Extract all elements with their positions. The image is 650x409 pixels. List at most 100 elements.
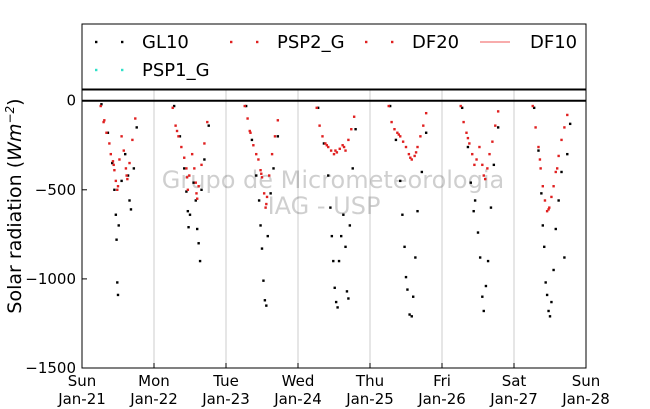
point-PSP2_G-36 [252, 144, 255, 147]
point-GL10-51 [334, 300, 338, 304]
point-PSP2_G-57 [341, 144, 344, 147]
point-DF20-20 [556, 167, 559, 170]
point-PSP2_G-78 [465, 131, 468, 134]
x-tick-date-7: Jan-28 [561, 390, 610, 408]
point-PSP2_G-105 [566, 113, 569, 117]
point-PSP2_G-47 [276, 119, 280, 122]
point-PSP2_G-103 [560, 138, 563, 142]
point-PSP2_G-60 [350, 128, 353, 131]
point-PSP2_G-43 [265, 195, 269, 199]
point-DF20-1 [112, 163, 115, 167]
point-PSP2_G-90 [496, 110, 500, 113]
point-PSP2_G-42 [264, 206, 267, 209]
point-DF20-14 [409, 156, 412, 159]
series-PSP2_G [99, 104, 569, 213]
point-PSP2_G-75 [424, 111, 428, 115]
point-PSP2_G-9 [118, 158, 121, 161]
x-tick-day-1: Mon [138, 372, 170, 390]
point-PSP2_G-29 [197, 185, 200, 188]
point-GL10-102 [557, 199, 560, 202]
point-GL10-3 [113, 188, 116, 191]
legend-label-PSP1_G: PSP1_G [142, 60, 210, 81]
point-GL10-101 [554, 227, 557, 231]
point-GL10-32 [250, 138, 254, 142]
point-PSP2_G-88 [491, 140, 494, 143]
point-PSP2_G-13 [126, 177, 129, 181]
point-PSP2_G-26 [193, 167, 196, 170]
point-GL10-85 [484, 284, 488, 288]
point-GL10-100 [552, 268, 555, 272]
point-GL10-41 [269, 192, 272, 195]
point-GL10-17 [178, 135, 182, 138]
point-PSP2_G-12 [124, 167, 128, 170]
point-PSP2_G-27 [194, 181, 197, 184]
point-GL10-68 [406, 288, 409, 291]
point-PSP2_G-28 [196, 197, 199, 200]
point-PSP2_G-35 [249, 131, 252, 134]
point-PSP2_G-86 [486, 167, 489, 170]
point-GL10-98 [548, 315, 552, 318]
point-PSP2_G-5 [111, 160, 115, 163]
legend-label-DF10: DF10 [530, 32, 577, 53]
legend-item-DF20: DF20 [365, 32, 459, 53]
point-GL10-74 [420, 170, 424, 174]
point-PSP2_G-17 [171, 106, 174, 110]
point-GL10-39 [265, 304, 268, 307]
point-PSP2_G-89 [494, 124, 497, 127]
legend-marker2-PSP2_G [256, 40, 259, 44]
point-PSP2_G-33 [243, 104, 246, 108]
point-GL10-62 [388, 104, 392, 108]
series-layer [82, 99, 586, 318]
legend: GL10 PSP2_G DF20 DF10 PSP1_G [81, 23, 587, 90]
point-GL10-4 [114, 213, 118, 216]
point-PSP2_G-44 [268, 174, 271, 177]
point-GL10-103 [560, 170, 563, 174]
point-PSP2_G-94 [539, 167, 542, 170]
point-GL10-80 [473, 199, 477, 202]
point-GL10-46 [327, 174, 330, 177]
point-GL10-72 [414, 256, 417, 259]
point-GL10-31 [244, 104, 248, 108]
legend-label-PSP2_G: PSP2_G [277, 32, 345, 53]
point-GL10-19 [185, 190, 188, 193]
point-PSP2_G-54 [332, 152, 336, 156]
point-PSP2_G-102 [557, 154, 560, 158]
point-GL10-78 [469, 181, 472, 184]
point-PSP2_G-69 [407, 152, 411, 156]
point-GL10-42 [272, 167, 275, 170]
point-PSP2_G-51 [324, 142, 327, 145]
point-GL10-82 [478, 256, 482, 259]
point-GL10-83 [481, 295, 484, 298]
point-PSP2_G-52 [327, 145, 330, 149]
y-tick-label-2: −1000 [25, 270, 76, 288]
point-GL10-34 [257, 199, 261, 202]
point-GL10-18 [183, 167, 186, 170]
y-axis-label: Solar radiation (Wm−2) [3, 98, 26, 313]
point-PSP2_G-99 [550, 195, 553, 199]
point-PSP2_G-34 [246, 117, 249, 120]
x-axis: SunJan-21MonJan-22TueJan-23WedJan-24ThuJ… [57, 363, 610, 408]
point-GL10-13 [129, 208, 133, 211]
legend-marker-DF20 [365, 40, 368, 44]
point-GL10-26 [197, 242, 200, 245]
point-GL10-1 [106, 131, 110, 134]
point-PSP2_G-100 [552, 185, 555, 188]
point-PSP2_G-58 [344, 149, 347, 152]
point-GL10-64 [399, 179, 402, 183]
x-tick-day-2: Tue [212, 372, 239, 390]
point-GL10-96 [545, 293, 549, 297]
point-PSP2_G-50 [321, 135, 324, 138]
point-GL10-56 [344, 245, 347, 249]
point-PSP2_G-71 [413, 154, 416, 158]
point-PSP2_G-95 [541, 185, 544, 188]
point-GL10-40 [266, 234, 269, 238]
point-GL10-7 [116, 293, 120, 297]
grid [153, 90, 515, 368]
point-GL10-8 [117, 224, 120, 227]
point-GL10-92 [540, 192, 543, 195]
point-PSP2_G-10 [120, 135, 123, 138]
point-PSP2_G-32 [206, 120, 209, 124]
point-PSP2_G-63 [390, 120, 393, 124]
point-PSP2_G-59 [347, 138, 350, 142]
